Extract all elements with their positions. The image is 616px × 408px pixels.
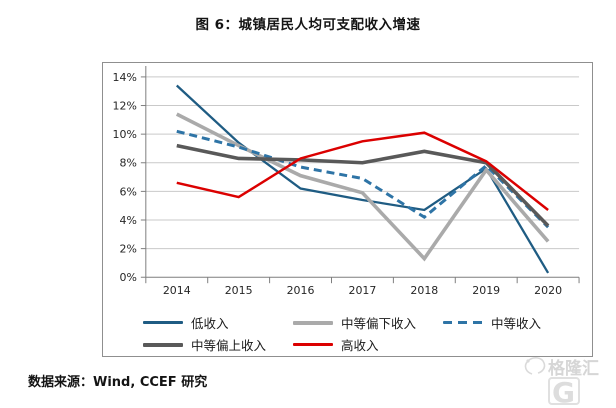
x-axis-label: 2014 <box>163 284 191 297</box>
legend-label: 高收入 <box>341 338 379 353</box>
chart-title: 图 6：城镇居民人均可支配收入增速 <box>195 17 421 33</box>
series-line-4 <box>176 131 549 211</box>
y-axis-label: 8% <box>119 157 136 170</box>
y-axis-label: 14% <box>113 71 137 84</box>
legend-label: 低收入 <box>191 316 229 331</box>
legend-label: 中等偏上收入 <box>191 338 267 353</box>
legend-item-1: 中等偏下收入 <box>293 314 443 331</box>
legend-label: 中等收入 <box>491 316 542 331</box>
series-line-1 <box>175 112 550 262</box>
legend-item-4: 高收入 <box>293 336 443 353</box>
x-axis-label: 2016 <box>287 284 315 297</box>
chart-frame: 0% 2% 4% 6% 8% 10% 12% 14% 2014 2015 2016 2017 2018 2… <box>102 62 593 357</box>
y-axis-label: 4% <box>119 214 136 227</box>
watermark-letter: G <box>552 376 575 406</box>
source-note: 数据来源：Wind, CCEF 研究 <box>28 375 208 390</box>
x-axis-label: 2015 <box>225 284 253 297</box>
y-axis-label: 2% <box>119 243 136 256</box>
y-axis-label: 0% <box>119 271 136 284</box>
legend-swatch <box>443 321 483 324</box>
legend-swatch <box>293 343 333 346</box>
legend-swatch <box>293 320 333 325</box>
legend-item-0: 低收入 <box>143 314 293 331</box>
legend-item-2: 中等收入 <box>443 314 541 331</box>
x-axis-label: 2020 <box>534 284 562 297</box>
series-line-3 <box>176 143 550 227</box>
x-axis-label: 2019 <box>472 284 500 297</box>
y-axis-label: 12% <box>113 100 137 113</box>
x-axis-label: 2018 <box>410 284 438 297</box>
legend-label: 中等偏下收入 <box>341 316 417 331</box>
x-axis-label: 2017 <box>348 284 376 297</box>
watermark-logo-icon: 格隆汇 G <box>524 357 599 406</box>
legend-item-3: 中等偏上收入 <box>143 336 293 353</box>
watermark-text: 格隆汇 <box>548 358 599 379</box>
legend: 低收入 中等偏下收入 中等收入中等偏上收入 高收入 <box>143 314 541 353</box>
legend-swatch <box>143 342 183 347</box>
y-axis-label: 6% <box>119 185 136 198</box>
plot-area: 0% 2% 4% 6% 8% 10% 12% 14% 2014 2015 2016 2017 2018 2… <box>113 65 580 297</box>
y-axis-label: 10% <box>113 128 137 141</box>
legend-swatch <box>143 321 183 324</box>
